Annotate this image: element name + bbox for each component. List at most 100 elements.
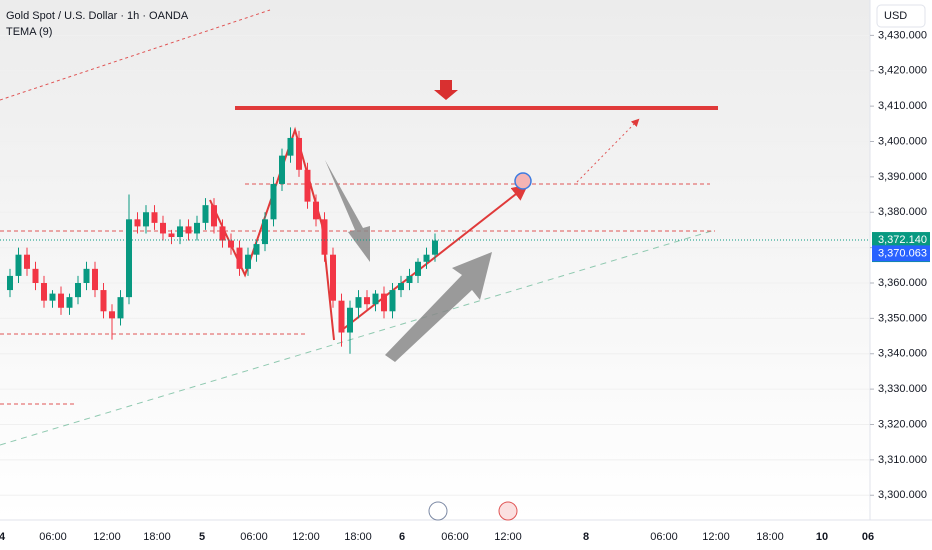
candle-body xyxy=(151,212,158,223)
candle-body xyxy=(313,201,319,220)
event-icon[interactable] xyxy=(428,501,448,521)
candle-body xyxy=(338,300,345,333)
y-tick-label: 3,360.000 xyxy=(878,277,927,289)
candle-body xyxy=(372,293,379,305)
candle-body xyxy=(347,307,353,333)
last-price-label: 3,372.140 xyxy=(878,234,927,246)
candle-body xyxy=(117,297,124,319)
up-arrow xyxy=(385,252,492,362)
x-tick-label: 18:00 xyxy=(344,531,372,543)
x-tick-label: 6 xyxy=(399,531,405,543)
candle-body xyxy=(15,254,22,276)
candle-body xyxy=(168,233,175,238)
candle-body xyxy=(194,222,200,234)
y-tick-label: 3,310.000 xyxy=(878,454,927,466)
candle-body xyxy=(262,219,268,245)
candle-body xyxy=(134,219,141,227)
candle-body xyxy=(211,205,217,227)
candle-body xyxy=(202,205,209,223)
y-tick-label: 3,300.000 xyxy=(878,489,927,501)
y-tick-label: 3,430.000 xyxy=(878,29,927,41)
candle-body xyxy=(177,226,183,238)
x-tick-label: 06 xyxy=(862,531,874,543)
candle-body xyxy=(253,244,260,255)
y-tick-label: 3,330.000 xyxy=(878,383,927,395)
tema-price-label: 3,370.063 xyxy=(878,247,927,259)
target-circle xyxy=(514,172,532,190)
y-tick-label: 3,350.000 xyxy=(878,312,927,324)
price-axis: 3,300.000 3,310.000 3,320.000 3,330.000 3,34… xyxy=(870,29,930,501)
y-tick-label: 3,400.000 xyxy=(878,135,927,147)
candle-body xyxy=(126,219,132,298)
x-tick-label: 12:00 xyxy=(494,531,522,543)
x-tick-label: 8 xyxy=(583,531,589,543)
candle-body xyxy=(279,155,285,184)
candle-body xyxy=(245,254,251,269)
y-tick-label: 3,390.000 xyxy=(878,171,927,183)
candle-body xyxy=(287,137,294,156)
y-tick-label: 3,380.000 xyxy=(878,206,927,218)
candle-body xyxy=(143,212,149,227)
y-tick-label: 3,410.000 xyxy=(878,100,927,112)
candle-body xyxy=(75,282,81,298)
candle-body xyxy=(66,297,73,308)
candle-body xyxy=(381,293,387,312)
candle-body xyxy=(423,254,430,262)
candle-body xyxy=(330,254,336,301)
candle-body xyxy=(32,268,39,283)
candle-body xyxy=(185,226,192,234)
candle-body xyxy=(41,282,47,301)
candle-body xyxy=(415,261,421,276)
candle-body xyxy=(270,183,277,220)
candle-body xyxy=(24,254,30,269)
down-arrow xyxy=(325,160,370,262)
x-tick-label: 12:00 xyxy=(702,531,730,543)
candle-body xyxy=(236,247,243,269)
candle-body xyxy=(355,297,362,308)
x-tick-label: 06:00 xyxy=(650,531,678,543)
down-marker xyxy=(434,80,458,100)
candle-body xyxy=(406,275,413,283)
candle-body xyxy=(389,290,396,312)
indicator-label: TEMA (9) xyxy=(6,26,52,38)
currency-label: USD xyxy=(884,10,907,22)
y-tick-label: 3,340.000 xyxy=(878,348,927,360)
currency-button[interactable] xyxy=(876,4,926,28)
candle-body xyxy=(364,297,370,305)
candle-body xyxy=(296,137,302,170)
tema-price-box xyxy=(872,245,930,262)
x-tick-label: 18:00 xyxy=(143,531,171,543)
x-tick-label: 10 xyxy=(816,531,828,543)
time-axis: 4 06:00 12:00 18:00 5 06:00 12:00 18:00 6 06:00 12… xyxy=(0,531,874,543)
candle-body xyxy=(304,169,311,202)
projection-arrow xyxy=(341,184,529,331)
candles xyxy=(7,127,438,354)
support-dashed xyxy=(0,229,716,446)
candle-body xyxy=(109,311,115,319)
x-tick-label: 4 xyxy=(0,531,6,543)
x-tick-label: 18:00 xyxy=(756,531,784,543)
x-tick-label: 12:00 xyxy=(93,531,121,543)
x-tick-label: 06:00 xyxy=(39,531,67,543)
candle-body xyxy=(92,268,98,291)
event-icon[interactable] xyxy=(498,501,518,521)
x-tick-label: 06:00 xyxy=(441,531,469,543)
y-tick-label: 3,420.000 xyxy=(878,65,927,77)
candle-body xyxy=(58,293,64,308)
candle-body xyxy=(7,275,13,291)
x-tick-label: 5 xyxy=(199,531,205,543)
candle-body xyxy=(321,219,328,255)
candle-body xyxy=(219,226,226,241)
zigzag xyxy=(209,126,335,341)
candle-body xyxy=(398,282,404,291)
candle-body xyxy=(160,222,166,234)
candle-body xyxy=(228,240,234,248)
x-tick-label: 06:00 xyxy=(240,531,268,543)
x-tick-label: 12:00 xyxy=(292,531,320,543)
candle-body xyxy=(83,268,90,283)
chart-title: Gold Spot / U.S. Dollar · 1h · OANDA xyxy=(6,10,189,22)
candle-body xyxy=(49,293,56,301)
y-tick-label: 3,320.000 xyxy=(878,418,927,430)
